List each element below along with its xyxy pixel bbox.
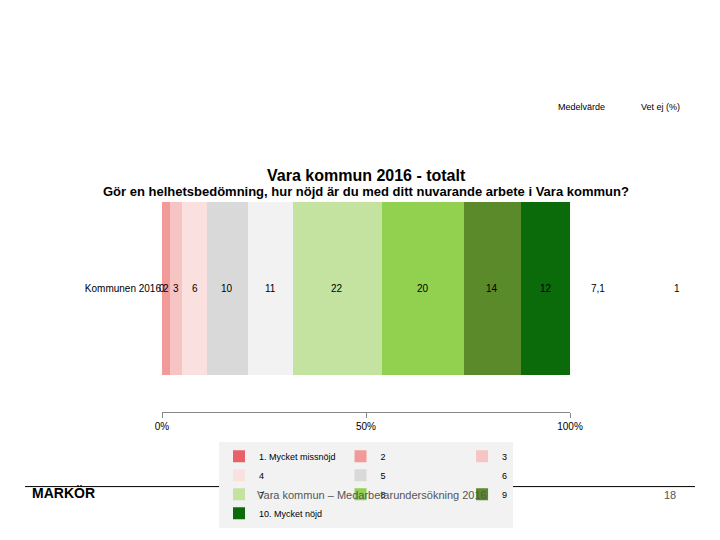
svg-text:Gör en helhetsbedömning, hur n: Gör en helhetsbedömning, hur nöjd är du …: [103, 184, 629, 199]
svg-text:3: 3: [502, 452, 507, 462]
svg-text:8: 8: [381, 490, 386, 500]
svg-text:9: 9: [502, 490, 507, 500]
svg-text:Vet ej (%): Vet ej (%): [641, 102, 680, 112]
svg-text:100%: 100%: [557, 421, 583, 432]
svg-text:14: 14: [486, 283, 498, 294]
svg-text:Vara kommun 2016 - totalt: Vara kommun 2016 - totalt: [267, 167, 466, 184]
svg-text:10. Mycket nöjd: 10. Mycket nöjd: [259, 509, 322, 519]
svg-text:20: 20: [417, 283, 429, 294]
svg-text:Medelvärde: Medelvärde: [558, 102, 605, 112]
svg-text:18: 18: [664, 489, 676, 501]
svg-text:2: 2: [163, 283, 169, 294]
svg-text:7,1: 7,1: [591, 283, 605, 294]
svg-text:2: 2: [381, 452, 386, 462]
svg-text:11: 11: [265, 283, 276, 294]
svg-text:6: 6: [192, 283, 198, 294]
svg-text:5: 5: [381, 471, 386, 481]
svg-text:4: 4: [259, 471, 264, 481]
svg-text:1: 1: [674, 283, 680, 294]
svg-text:MARKÖR: MARKÖR: [32, 485, 95, 501]
svg-text:50%: 50%: [356, 421, 376, 432]
svg-text:12: 12: [540, 283, 552, 294]
svg-text:0: 0: [159, 283, 165, 294]
svg-text:Kommunen 2016: Kommunen 2016: [85, 283, 162, 294]
svg-text:Vara kommun – Medarbetarunders: Vara kommun – Medarbetarundersökning 201…: [257, 489, 487, 501]
svg-text:6: 6: [502, 471, 507, 481]
svg-text:22: 22: [331, 283, 343, 294]
svg-text:3: 3: [173, 283, 179, 294]
svg-text:10: 10: [221, 283, 233, 294]
svg-text:0%: 0%: [155, 421, 170, 432]
svg-text:1. Mycket missnöjd: 1. Mycket missnöjd: [259, 452, 336, 462]
svg-text:7: 7: [259, 490, 264, 500]
